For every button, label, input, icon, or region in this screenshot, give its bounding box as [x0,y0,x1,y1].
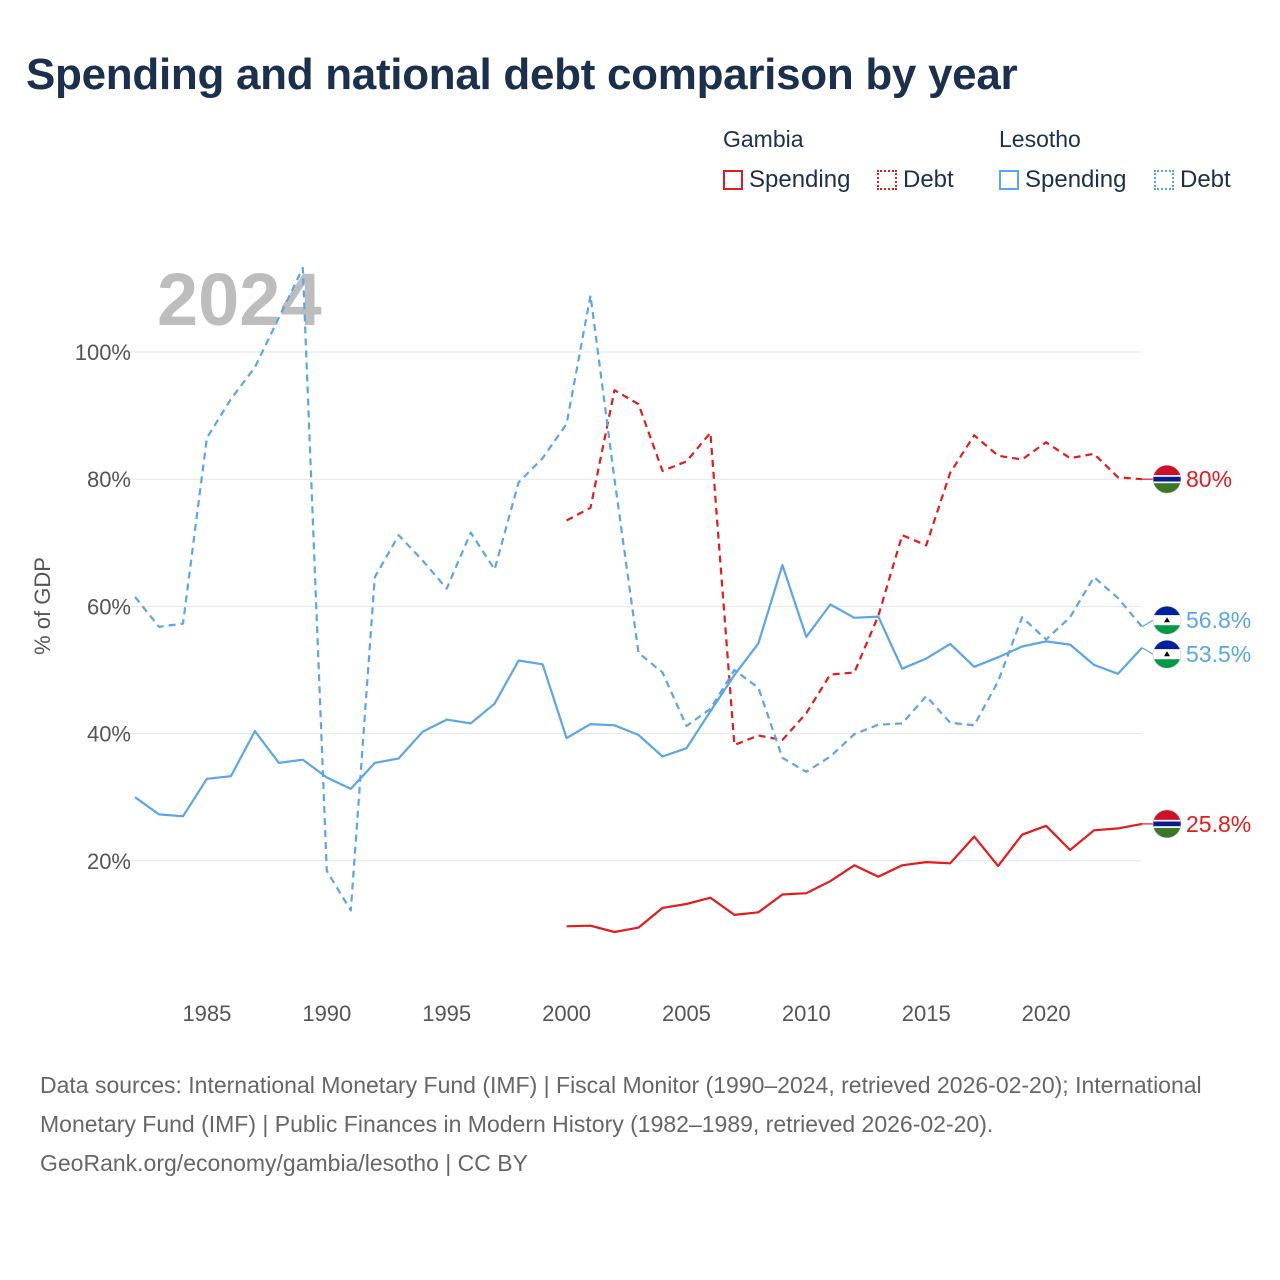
legend-swatch-gambia-spending [723,170,743,190]
series-lines [134,266,1143,934]
y-axis-ticks: 20% 40% 60% 80% 100% [75,340,131,874]
legend-label-gambia-debt: Debt [903,166,954,193]
x-tick-label: 1990 [302,1001,351,1026]
end-label-gambia-debt: 80% [1186,466,1232,492]
legend-swatch-lesotho-debt [1154,170,1174,190]
y-axis-label: % of GDP [30,557,55,655]
legend-label-lesotho-debt: Debt [1180,166,1231,193]
x-tick-label: 2005 [662,1001,711,1026]
gambia-flag-icon [1152,809,1182,839]
y-tick-label: 80% [87,467,131,492]
legend-label-lesotho-spending: Spending [1025,166,1127,193]
grid-lines [125,351,1142,862]
y-tick-label: 100% [75,340,131,365]
x-tick-label: 2000 [542,1001,591,1026]
lesotho-flag-icon [1152,639,1182,669]
chart-title: Spending and national debt comparison by… [26,50,1018,99]
legend-swatch-lesotho-spending [999,170,1019,190]
legend-group-lesotho: Lesotho [999,126,1081,152]
legend-item-gambia-spending[interactable]: Spending [723,166,850,194]
legend-item-gambia-debt[interactable]: Debt [877,166,954,194]
series-line-lesotho-spending[interactable] [134,563,1143,818]
x-tick-label: 2010 [782,1001,831,1026]
end-label-connector [1141,619,1154,628]
line-chart: 2024 20% 40% 60% 80% 100% 1985 1990 1995 2000 20… [30,258,1251,1026]
y-tick-label: 40% [87,722,131,747]
legend-group-gambia: Gambia [723,126,804,152]
end-label-lesotho-debt: 56.8% [1186,607,1251,633]
end-label-lesotho-spending: 53.5% [1186,641,1251,667]
series-line-gambia-spending[interactable] [566,822,1143,934]
legend-item-lesotho-debt[interactable]: Debt [1154,166,1231,194]
end-label-connector [1141,647,1154,655]
lesotho-flag-icon [1152,605,1182,635]
legend-label-gambia-spending: Spending [749,166,851,193]
x-tick-label: 1985 [182,1001,231,1026]
x-tick-label: 2015 [902,1001,951,1026]
footer: Data sources: International Monetary Fun… [40,1066,1240,1183]
series-line-gambia-debt[interactable] [566,389,1143,747]
y-tick-label: 60% [87,594,131,619]
year-watermark: 2024 [157,258,322,341]
end-labels: 80% 56.8% 53.5% 25.8% [1141,464,1251,839]
x-axis-ticks: 1985 1990 1995 2000 2005 2010 2015 2020 [182,1001,1070,1026]
end-label-gambia-spending: 25.8% [1186,811,1251,837]
y-tick-label: 20% [87,849,131,874]
gambia-flag-icon [1152,464,1182,494]
x-tick-label: 1995 [422,1001,471,1026]
legend-swatch-gambia-debt [877,170,897,190]
legend-item-lesotho-spending[interactable]: Spending [999,166,1126,194]
data-sources-text: Data sources: International Monetary Fun… [40,1072,1202,1137]
x-tick-label: 2020 [1022,1001,1071,1026]
credit-link[interactable]: GeoRank.org/economy/gambia/lesotho | CC … [40,1150,528,1176]
series-line-lesotho-debt[interactable] [134,266,1143,912]
